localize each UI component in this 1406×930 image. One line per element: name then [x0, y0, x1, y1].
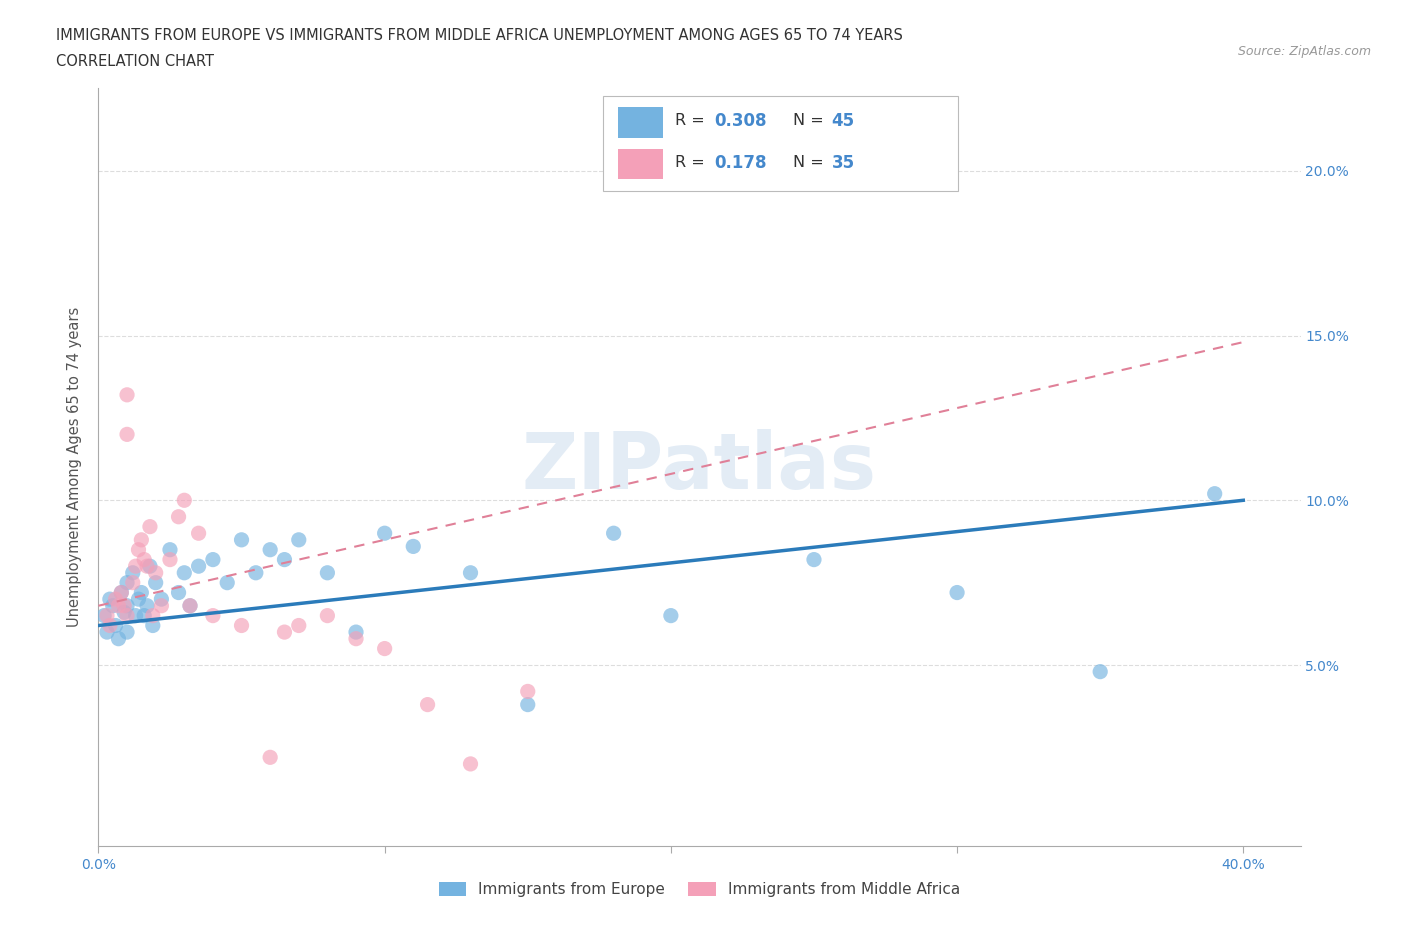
Y-axis label: Unemployment Among Ages 65 to 74 years: Unemployment Among Ages 65 to 74 years	[67, 307, 83, 628]
Text: CORRELATION CHART: CORRELATION CHART	[56, 54, 214, 69]
Point	[173, 493, 195, 508]
Point	[110, 585, 132, 600]
Point	[150, 591, 173, 606]
Point	[107, 631, 129, 646]
Point	[98, 618, 121, 633]
Point	[142, 618, 165, 633]
Point	[416, 698, 439, 712]
Point	[93, 608, 115, 623]
Point	[259, 542, 281, 557]
Point	[121, 565, 143, 580]
Point	[159, 542, 181, 557]
Point	[96, 625, 118, 640]
Point	[273, 625, 295, 640]
Point	[344, 625, 367, 640]
Point	[460, 756, 482, 771]
Point	[173, 565, 195, 580]
Point	[150, 598, 173, 613]
Point	[1204, 486, 1226, 501]
Point	[259, 750, 281, 764]
Point	[115, 576, 138, 591]
Text: 45: 45	[832, 112, 855, 130]
Point	[803, 552, 825, 567]
Text: 0.308: 0.308	[714, 112, 766, 130]
Point	[179, 598, 201, 613]
Point	[128, 542, 150, 557]
Point	[134, 608, 156, 623]
Text: N =: N =	[793, 155, 830, 170]
Point	[217, 576, 239, 591]
Point	[167, 585, 190, 600]
Point	[402, 539, 425, 554]
Point	[142, 608, 165, 623]
Point	[110, 585, 132, 600]
Point	[1088, 664, 1111, 679]
Point	[374, 641, 396, 656]
Point	[112, 604, 135, 619]
Point	[201, 608, 224, 623]
Point	[516, 684, 538, 698]
Point	[98, 591, 121, 606]
Point	[136, 559, 159, 574]
Text: R =: R =	[675, 113, 710, 128]
Point	[187, 559, 209, 574]
Point	[115, 427, 138, 442]
Point	[131, 585, 153, 600]
Point	[131, 532, 153, 547]
Point	[245, 565, 267, 580]
Point	[115, 608, 138, 623]
Text: IMMIGRANTS FROM EUROPE VS IMMIGRANTS FROM MIDDLE AFRICA UNEMPLOYMENT AMONG AGES : IMMIGRANTS FROM EUROPE VS IMMIGRANTS FRO…	[56, 28, 903, 43]
Point	[121, 576, 143, 591]
Point	[167, 510, 190, 525]
Point	[288, 532, 311, 547]
Point	[145, 565, 167, 580]
FancyBboxPatch shape	[603, 96, 957, 191]
Point	[659, 608, 682, 623]
Point	[96, 608, 118, 623]
Point	[134, 552, 156, 567]
Point	[231, 532, 253, 547]
Point	[374, 525, 396, 540]
Point	[139, 519, 162, 534]
Point	[115, 625, 138, 640]
Point	[136, 598, 159, 613]
Text: R =: R =	[675, 155, 710, 170]
Point	[273, 552, 295, 567]
FancyBboxPatch shape	[617, 149, 664, 179]
Point	[139, 559, 162, 574]
Point	[316, 565, 339, 580]
Point	[107, 598, 129, 613]
Point	[344, 631, 367, 646]
Text: 35: 35	[832, 153, 855, 172]
Text: N =: N =	[793, 113, 830, 128]
Point	[187, 525, 209, 540]
Point	[159, 552, 181, 567]
Point	[115, 598, 138, 613]
Point	[124, 559, 146, 574]
Point	[231, 618, 253, 633]
Text: Source: ZipAtlas.com: Source: ZipAtlas.com	[1237, 45, 1371, 58]
Point	[104, 618, 127, 633]
Text: 0.178: 0.178	[714, 153, 766, 172]
Point	[288, 618, 311, 633]
Point	[516, 698, 538, 712]
Point	[101, 598, 124, 613]
Legend: Immigrants from Europe, Immigrants from Middle Africa: Immigrants from Europe, Immigrants from …	[433, 876, 966, 903]
Point	[104, 591, 127, 606]
FancyBboxPatch shape	[617, 107, 664, 138]
Point	[145, 576, 167, 591]
Point	[460, 565, 482, 580]
Point	[115, 388, 138, 403]
Point	[201, 552, 224, 567]
Point	[112, 598, 135, 613]
Point	[179, 598, 201, 613]
Point	[602, 525, 624, 540]
Point	[124, 608, 146, 623]
Text: ZIPatlas: ZIPatlas	[522, 430, 877, 505]
Point	[946, 585, 969, 600]
Point	[128, 591, 150, 606]
Point	[316, 608, 339, 623]
